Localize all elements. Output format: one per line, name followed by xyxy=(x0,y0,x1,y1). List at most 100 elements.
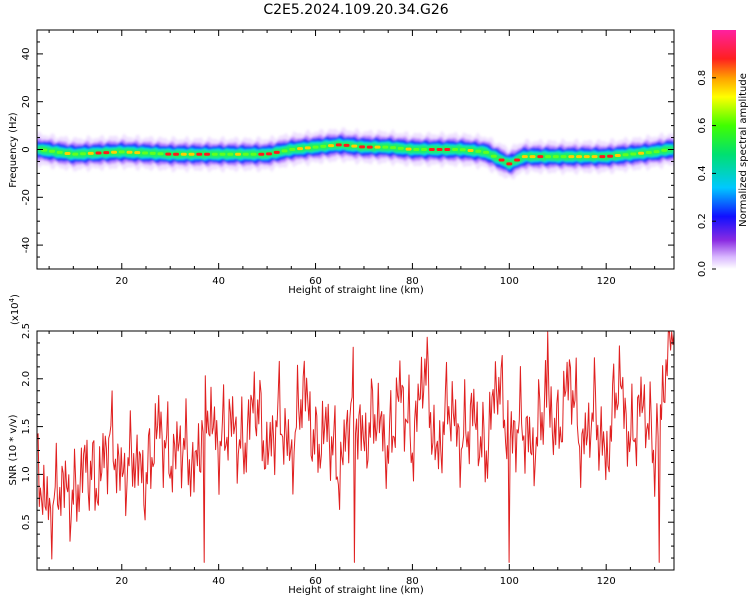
ridge-hotspot xyxy=(335,143,342,147)
y-tick-label: 1.0 xyxy=(21,466,32,482)
snr-x-ticks: 20 40 60 80 100 120 xyxy=(48,331,656,587)
ridge-hotspot xyxy=(614,154,621,158)
ridge-hotspot xyxy=(95,151,102,155)
x-tick-label: 60 xyxy=(309,576,322,587)
colorbar-tick-label: 0.0 xyxy=(697,261,708,277)
ridge-hotspot xyxy=(266,152,273,156)
ridge-hotspot xyxy=(103,151,110,155)
snr-y-label: SNR (10 * v/v) xyxy=(8,414,19,485)
ridge-hotspot xyxy=(390,146,397,150)
ridge-hotspot xyxy=(490,154,497,158)
ridge-hotspot xyxy=(638,151,645,155)
spectrogram-panel: 20 40 60 80 100 120 -40 -20 0 20 40 Height of str… xyxy=(8,29,675,296)
ridge-hotspot xyxy=(483,150,490,154)
ridge-hotspot xyxy=(227,152,234,156)
ridge-hotspot xyxy=(607,154,614,158)
ridge-hotspot xyxy=(521,155,528,159)
snr-line xyxy=(37,331,674,563)
ridge-hotspot xyxy=(560,155,567,159)
ridge-hotspot xyxy=(506,162,513,166)
ridge-hotspot xyxy=(258,152,265,156)
ridge-hotspot xyxy=(56,150,63,154)
ridge-hotspot xyxy=(343,143,350,147)
snr-scale-factor: (x104) xyxy=(8,294,21,325)
ridge-hotspot xyxy=(653,150,660,154)
ridge-hotspot xyxy=(87,151,94,155)
ridge-hotspot xyxy=(591,155,598,159)
ridge-hotspot xyxy=(568,155,575,159)
ridge-hotspot xyxy=(64,151,71,155)
ridge-hotspot xyxy=(351,144,358,148)
ridge-hotspot xyxy=(196,152,203,156)
ridge-hotspot xyxy=(645,150,652,154)
ridge-hotspot xyxy=(250,152,257,156)
snr-series xyxy=(37,331,674,563)
ridge-hotspot xyxy=(111,150,118,154)
ridge-hotspot xyxy=(576,155,583,159)
ridge-hotspot xyxy=(467,148,474,152)
ridge-hotspot xyxy=(552,155,559,159)
ridge-hotspot xyxy=(235,152,242,156)
ridge-hotspot xyxy=(366,145,373,149)
snr-scale-exp: 4 xyxy=(8,297,16,302)
colorbar-tick-label: 0.8 xyxy=(697,70,708,86)
colorbar-label: Normalized spectral amplitude xyxy=(738,73,749,227)
colorbar-gradient xyxy=(712,30,736,269)
colorbar-ticks: 0.0 0.2 0.4 0.6 0.8 xyxy=(697,70,716,277)
x-tick-label: 40 xyxy=(212,276,225,287)
snr-scale-base: (x10 xyxy=(10,302,21,325)
x-tick-label: 80 xyxy=(406,276,419,287)
y-tick-label: 1.5 xyxy=(21,419,32,435)
ridge-hotspot xyxy=(436,148,443,151)
snr-y-ticks: 0.5 1.0 1.5 2.0 2.5 xyxy=(21,323,674,571)
ridge-hotspot xyxy=(149,151,156,155)
ridge-hotspot xyxy=(304,146,311,150)
x-tick-label: 40 xyxy=(212,576,225,587)
figure-title: C2E5.2024.109.20.34.G26 xyxy=(263,2,448,18)
snr-scale-close: ) xyxy=(10,294,21,298)
snr-x-label: Height of straight line (km) xyxy=(288,585,424,596)
ridge-hotspot xyxy=(622,153,629,157)
y-tick-label: 40 xyxy=(21,48,32,61)
ridge-hotspot xyxy=(630,152,637,156)
ridge-hotspot xyxy=(382,145,389,149)
ridge-hotspot xyxy=(545,155,552,159)
ridge-hotspot xyxy=(173,152,180,156)
ridge-hotspot xyxy=(49,149,56,153)
x-tick-label: 120 xyxy=(597,576,616,587)
ridge-hotspot xyxy=(428,148,435,151)
ridge-hotspot xyxy=(599,155,606,159)
ridge-hotspot xyxy=(72,152,79,156)
ridge-hotspot xyxy=(165,152,172,156)
y-tick-label: 20 xyxy=(21,95,32,108)
ridge-hotspot xyxy=(180,152,187,156)
ridge-hotspot xyxy=(374,145,381,149)
ridge-hotspot xyxy=(452,148,459,151)
ridge-hotspot xyxy=(289,147,296,151)
colorbar-tick-label: 0.2 xyxy=(697,213,708,229)
ridge-hotspot xyxy=(281,149,288,153)
x-tick-label: 20 xyxy=(115,276,128,287)
ridge-hotspot xyxy=(661,148,668,152)
ridge-hotspot xyxy=(219,152,226,156)
colorbar: 0.0 0.2 0.4 0.6 0.8 Normalized spectral ampl… xyxy=(697,30,749,277)
x-tick-label: 60 xyxy=(309,276,322,287)
spectrogram-x-ticks: 20 40 60 80 100 120 xyxy=(48,30,656,287)
ridge-hotspot xyxy=(514,158,521,162)
ridge-hotspot xyxy=(397,146,404,150)
ridge-hotspot xyxy=(529,155,536,159)
ridge-hotspot xyxy=(405,147,412,151)
y-tick-label: 0.5 xyxy=(21,514,32,530)
colorbar-tick-label: 0.6 xyxy=(697,118,708,134)
ridge-hotspot xyxy=(126,150,133,154)
spectral-ridge xyxy=(37,127,674,180)
ridge-hotspot xyxy=(444,148,451,151)
x-tick-label: 20 xyxy=(115,576,128,587)
ridge-hotspot xyxy=(359,145,366,149)
ridge-hotspot xyxy=(188,152,195,156)
ridge-hotspot xyxy=(312,145,319,149)
ridge-hotspot xyxy=(413,148,420,151)
spectrogram-y-ticks: -40 -20 0 20 40 xyxy=(21,29,674,270)
ridge-hotspot xyxy=(475,149,482,153)
ridge-hotspot xyxy=(328,144,335,148)
